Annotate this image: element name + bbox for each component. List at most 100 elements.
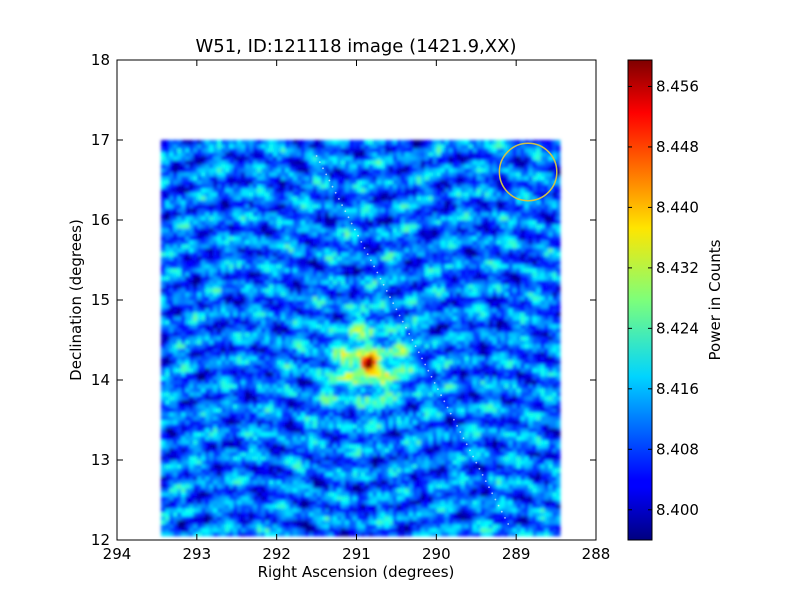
heatmap-cell	[324, 344, 329, 349]
heatmap-cell	[332, 532, 337, 537]
heatmap-cell	[160, 392, 166, 397]
heatmap-cell	[312, 360, 317, 365]
heatmap-cell	[164, 468, 170, 473]
heatmap-cell	[348, 436, 353, 441]
heatmap-cell	[296, 340, 302, 345]
heatmap-cell	[448, 500, 453, 505]
heatmap-cell	[392, 432, 397, 437]
heatmap-cell	[348, 500, 353, 505]
heatmap-cell	[364, 508, 369, 513]
heatmap-cell	[324, 480, 329, 485]
heatmap-cell	[444, 460, 449, 465]
heatmap-cell	[396, 424, 401, 429]
heatmap-cell	[276, 504, 282, 509]
heatmap-cell	[412, 416, 417, 421]
heatmap-cell	[412, 392, 417, 397]
heatmap-cell	[412, 376, 417, 381]
heatmap-cell	[332, 484, 337, 489]
heatmap-cell	[368, 488, 373, 493]
heatmap-cell	[392, 396, 397, 401]
heatmap-cell	[412, 472, 417, 477]
heatmap-cell	[552, 404, 557, 409]
heatmap-cell	[364, 432, 369, 437]
heatmap-cell	[348, 352, 353, 357]
heatmap-cell	[372, 464, 377, 469]
heatmap-cell	[440, 440, 445, 445]
heatmap-cell	[196, 368, 202, 373]
heatmap-cell	[160, 484, 166, 489]
heatmap-cell	[444, 400, 449, 405]
heatmap-cell	[396, 372, 401, 377]
heatmap-cell	[368, 392, 373, 397]
heatmap-cell	[224, 384, 230, 389]
heatmap-cell	[340, 400, 345, 405]
heatmap-cell	[300, 396, 306, 401]
heatmap-cell	[492, 500, 497, 505]
heatmap-cell	[360, 348, 365, 353]
heatmap-cell	[220, 508, 226, 513]
chart-title: W51, ID:121118 image (1421.9,XX)	[195, 36, 516, 57]
heatmap-cell	[528, 488, 533, 493]
heatmap-cell	[532, 392, 537, 397]
heatmap-cell	[484, 444, 489, 449]
heatmap-cell	[228, 444, 234, 449]
heatmap-cell	[384, 508, 389, 513]
heatmap-cell	[464, 528, 469, 533]
heatmap-cell	[188, 476, 194, 481]
heatmap-cell	[416, 416, 421, 421]
heatmap-cell	[208, 376, 214, 381]
heatmap-cell	[512, 528, 517, 533]
heatmap-cell	[404, 504, 409, 509]
heatmap-cell	[496, 400, 501, 405]
heatmap-cell	[232, 440, 238, 445]
heatmap-cell	[296, 344, 302, 349]
heatmap-cell	[536, 500, 541, 505]
heatmap-cell	[468, 516, 473, 521]
heatmap-cell	[252, 472, 258, 477]
heatmap-cell	[536, 452, 541, 457]
heatmap-cell	[420, 508, 425, 513]
heatmap-cell	[536, 504, 541, 509]
heatmap-cell	[404, 396, 409, 401]
heatmap-cell	[188, 356, 194, 361]
heatmap-cell	[284, 428, 290, 433]
heatmap-cell	[328, 472, 333, 477]
heatmap-cell	[164, 352, 170, 357]
heatmap-cell	[264, 520, 270, 525]
heatmap-cell	[392, 380, 397, 385]
heatmap-cell	[252, 428, 258, 433]
heatmap-cell	[484, 496, 489, 501]
heatmap-cell	[320, 492, 325, 497]
heatmap-cell	[492, 372, 497, 377]
heatmap-cell	[252, 336, 258, 341]
heatmap-cell	[524, 352, 529, 357]
heatmap-cell	[544, 436, 549, 441]
heatmap-cell	[392, 504, 397, 509]
heatmap-cell	[492, 524, 497, 529]
heatmap-cell	[428, 344, 433, 349]
heatmap-cell	[228, 344, 234, 349]
heatmap-cell	[492, 380, 497, 385]
heatmap-cell	[308, 508, 313, 513]
heatmap-cell	[372, 452, 377, 457]
heatmap-cell	[284, 472, 290, 477]
heatmap-cell	[288, 528, 294, 533]
heatmap-cell	[404, 424, 409, 429]
heatmap-cell	[456, 372, 461, 377]
heatmap-cell	[468, 452, 473, 457]
heatmap-cell	[316, 464, 321, 469]
heatmap-cell	[536, 392, 541, 397]
heatmap-cell	[240, 416, 246, 421]
heatmap-cell	[240, 476, 246, 481]
heatmap-cell	[196, 484, 202, 489]
heatmap-cell	[164, 500, 170, 505]
heatmap-cell	[296, 372, 302, 377]
heatmap-cell	[460, 504, 465, 509]
heatmap-cell	[464, 524, 469, 529]
heatmap-cell	[384, 388, 389, 393]
heatmap-cell	[240, 448, 246, 453]
heatmap-cell	[336, 408, 341, 413]
heatmap-cell	[368, 468, 373, 473]
heatmap-cell	[320, 380, 325, 385]
heatmap-cell	[540, 488, 545, 493]
